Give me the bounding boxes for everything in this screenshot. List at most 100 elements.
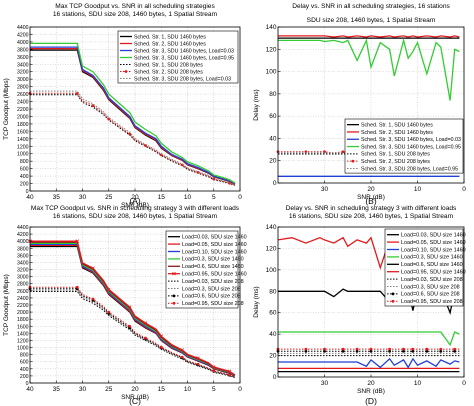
x-tick-label: 0 bbox=[462, 380, 466, 387]
series-point-9 bbox=[411, 347, 415, 351]
series-point-9 bbox=[323, 347, 326, 351]
legend-marker-8 bbox=[172, 294, 176, 298]
chart-title: Max TCP Goodput vs. SNR in scheduling st… bbox=[31, 205, 240, 212]
y-tick-label: 3000 bbox=[17, 77, 29, 83]
series-line-5 bbox=[30, 240, 236, 376]
legend-label-7: Load=0.3, SDU size 208 bbox=[182, 286, 241, 292]
series-line-4 bbox=[30, 94, 235, 186]
y-tick-label: 4000 bbox=[17, 239, 29, 245]
series-point-9 bbox=[402, 347, 405, 351]
y-axis-label: TCP Goodput (Mbps) bbox=[3, 274, 10, 336]
legend-label-2: Load=0.10, SDU size 1460 bbox=[401, 247, 466, 253]
y-axis-label: Delay (ms) bbox=[253, 89, 260, 120]
x-tick-label: 40 bbox=[26, 194, 34, 201]
legend-label-4: Load=0.6, SDU size 1460 bbox=[401, 262, 463, 268]
series-point-9 bbox=[439, 347, 443, 351]
x-tick-label: 0 bbox=[462, 186, 466, 193]
legend-label-6: Sched. Str. 3, SDU 208 bytes, Load=0.03 bbox=[134, 76, 231, 82]
x-axis-label: SNR (dB) bbox=[357, 194, 385, 201]
y-tick-label: 2200 bbox=[17, 303, 29, 309]
series-point-5 bbox=[180, 348, 185, 352]
legend-label-0: Load=0.03, SDU size 1460 bbox=[182, 235, 247, 241]
series-point-8 bbox=[341, 349, 345, 353]
series-line-1 bbox=[278, 35, 460, 38]
series-point-9 bbox=[304, 347, 308, 351]
legend-label-9: Load=0.95, SDU size 208 bbox=[182, 301, 244, 307]
y-axis-label: Delay (ms) bbox=[253, 286, 260, 317]
x-tick-label: 5 bbox=[212, 194, 216, 201]
x-tick-label: 15 bbox=[158, 386, 166, 393]
chart-panel-0: 40 35 30 25 20 15 10 5 0020040060080010001200140… bbox=[3, 3, 242, 209]
series-point-9 bbox=[196, 362, 200, 366]
legend-label-4: Sched. Str. 1, SDU 208 bytes bbox=[361, 152, 430, 158]
y-tick-label: 140 bbox=[266, 24, 277, 31]
y-tick-label: 60 bbox=[269, 113, 277, 120]
series-line-9 bbox=[30, 286, 235, 378]
legend-label-2: Sched. Str. 3, SDU 1460 bytes, Load=0.03 bbox=[134, 48, 234, 54]
x-tick-label: 10 bbox=[414, 186, 422, 193]
legend-label-0: Sched. Str. 1, SDU 1460 bytes bbox=[361, 122, 433, 128]
y-tick-label: 600 bbox=[20, 360, 29, 366]
series-point-5 bbox=[196, 356, 200, 360]
y-tick-label: 1200 bbox=[17, 338, 29, 344]
y-tick-label: 4400 bbox=[17, 25, 29, 31]
series-point-5 bbox=[106, 287, 111, 292]
x-tick-label: 20 bbox=[131, 194, 139, 201]
panel-label: (C) bbox=[129, 396, 141, 406]
series-line-7 bbox=[30, 289, 235, 378]
legend-label-7: Load=0.3, SDU size 208 bbox=[401, 284, 460, 290]
y-tick-label: 1200 bbox=[17, 144, 29, 150]
series-point-9 bbox=[144, 336, 147, 340]
series-point-5 bbox=[143, 321, 148, 325]
y-tick-label: 600 bbox=[20, 167, 29, 173]
y-tick-label: 3200 bbox=[17, 268, 29, 274]
series-point-5 bbox=[75, 239, 80, 243]
y-axis-label: TCP Goodput (Mbps) bbox=[3, 78, 10, 140]
series-point-5 bbox=[227, 369, 232, 374]
legend-label-1: Load=0.05, SDU size 1460 bbox=[401, 240, 466, 246]
x-tick-label: 35 bbox=[53, 386, 61, 393]
series-point-9 bbox=[388, 347, 391, 351]
legend-box bbox=[117, 30, 239, 84]
legend-label-2: Load=0.10, SDU size 1460 bbox=[182, 249, 247, 255]
legend-box bbox=[344, 118, 464, 174]
series-point-8 bbox=[425, 349, 429, 353]
y-tick-label: 120 bbox=[266, 46, 277, 53]
series-point-9 bbox=[369, 347, 373, 351]
y-tick-label: 2600 bbox=[17, 92, 29, 98]
legend-label-5: Load=0.95, SDU size 1460 bbox=[182, 272, 247, 278]
legend-label-5: Sched. Str. 2, SDU 208 bytes bbox=[134, 69, 203, 75]
series-point-5 bbox=[128, 132, 132, 136]
series-point-5 bbox=[211, 365, 216, 369]
series-point-8 bbox=[369, 349, 373, 353]
x-tick-label: 30 bbox=[321, 186, 329, 193]
series-line-3 bbox=[30, 42, 236, 184]
series-point-9 bbox=[212, 369, 216, 373]
y-tick-label: 2000 bbox=[17, 114, 29, 120]
x-tick-label: 30 bbox=[79, 386, 87, 393]
series-line-6 bbox=[30, 90, 235, 186]
panel-label: (D) bbox=[365, 396, 377, 406]
x-axis-label: SNR (dB) bbox=[357, 388, 385, 395]
y-tick-label: 4200 bbox=[17, 32, 29, 38]
y-tick-label: 3200 bbox=[17, 70, 29, 76]
y-tick-label: 4000 bbox=[17, 40, 29, 46]
legend-marker-9 bbox=[172, 301, 176, 305]
y-tick-label: 100 bbox=[266, 69, 277, 76]
y-tick-label: 1800 bbox=[17, 317, 29, 323]
x-axis-label: SNR (dB) bbox=[121, 202, 149, 209]
series-line-3 bbox=[278, 37, 460, 101]
chart-title: Max TCP Goodput vs. SNR in all schedulin… bbox=[55, 3, 215, 10]
x-tick-label: 0 bbox=[238, 194, 242, 201]
series-point-9 bbox=[75, 285, 79, 289]
legend-marker-9 bbox=[391, 299, 395, 303]
series-line-5 bbox=[30, 92, 235, 186]
x-tick-label: 20 bbox=[367, 380, 375, 387]
y-tick-label: 3600 bbox=[17, 55, 29, 61]
series-point-9 bbox=[341, 347, 345, 351]
legend-label-6: Load=0.03, SDU size 208 bbox=[182, 279, 244, 285]
series-line-2 bbox=[30, 46, 236, 185]
y-tick-label: 800 bbox=[20, 353, 29, 359]
x-tick-label: 30 bbox=[321, 380, 329, 387]
